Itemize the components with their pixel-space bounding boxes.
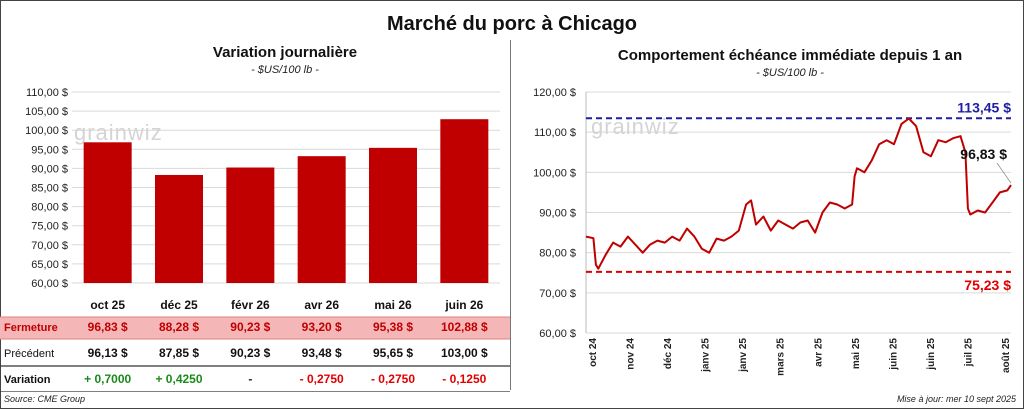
table-cell: 103,00 $ [441, 346, 488, 360]
y-tick-label: 70,00 $ [539, 288, 576, 300]
left-panel-title: Variation journalière [212, 44, 358, 61]
y-tick-label: 75,00 $ [31, 221, 68, 233]
x-tick-label: juil 25 [963, 338, 974, 368]
last-value-label: 96,83 $ [960, 146, 1007, 162]
x-tick-label: juin 25 [888, 338, 899, 371]
price-line [585, 117, 1012, 270]
y-tick-label: 65,00 $ [31, 259, 68, 271]
x-tick-label: oct 24 [588, 338, 599, 367]
table-cell: - 0,1250 [442, 372, 486, 386]
y-tick-label: 80,00 $ [539, 248, 576, 260]
x-tick-label: avr 25 [813, 338, 824, 367]
table-cell: 90,23 $ [230, 346, 270, 360]
right-panel-title: Comportement échéance immédiate depuis 1… [617, 47, 963, 64]
x-tick-label: juin 25 [926, 338, 937, 371]
x-tick-label: janv 25 [738, 338, 749, 373]
row-label: Variation [4, 374, 51, 386]
reference-label-max: 113,45 $ [957, 99, 1011, 115]
y-tick-label: 85,00 $ [31, 183, 68, 195]
table-cell: - 0,2750 [300, 372, 344, 386]
y-tick-label: 80,00 $ [31, 202, 68, 214]
x-tick-label: déc 24 [663, 338, 674, 370]
reference-label-min: 75,23 $ [964, 277, 1011, 293]
update-note: Mise à jour: mer 10 sept 2025 [896, 394, 1016, 404]
table-cell: + 0,4250 [155, 372, 202, 386]
table-cell: 93,20 $ [302, 320, 342, 334]
y-tick-label: 90,00 $ [31, 163, 68, 175]
watermark: grainwiz [591, 114, 680, 139]
x-tick-label: juin 26 [444, 298, 483, 312]
line-chart: 60,00 $ 70,00 $ 80,00 $ 90,00 $ 100,00 $ 110,… [533, 87, 1012, 376]
bar [83, 142, 132, 283]
table-cell: - [248, 372, 252, 386]
source-note: Source: CME Group [4, 394, 86, 404]
x-tick-label: févr 26 [231, 298, 270, 312]
x-tick-label: oct 25 [90, 298, 125, 312]
table-cell: 96,13 $ [88, 346, 128, 360]
x-tick-label: août 25 [1001, 338, 1012, 373]
y-tick-label: 100,00 $ [533, 167, 576, 179]
row-highlight [0, 317, 510, 339]
x-tick-label: mars 25 [776, 338, 787, 376]
y-tick-label: 110,00 $ [534, 127, 576, 139]
y-tick-label: 110,00 $ [26, 87, 68, 99]
x-tick-label: nov 24 [626, 338, 637, 370]
x-tick-label: mai 25 [851, 338, 862, 370]
right-panel-subtitle: - $US/100 lb - [756, 67, 824, 79]
table-cell: 95,38 $ [373, 320, 413, 334]
x-tick-label: mai 26 [374, 298, 412, 312]
table-cell: 95,65 $ [373, 346, 413, 360]
last-value-leader [996, 162, 1012, 184]
table-cell: 93,48 $ [302, 346, 342, 360]
bar [155, 174, 203, 283]
y-tick-label: 90,00 $ [539, 208, 576, 220]
y-tick-label: 60,00 $ [31, 278, 68, 290]
table-cell: - 0,2750 [371, 372, 415, 386]
bar [297, 156, 346, 283]
y-tick-label: 95,00 $ [31, 144, 68, 156]
y-tick-label: 105,00 $ [25, 106, 68, 118]
bar [440, 119, 489, 284]
y-tick-label: 120,00 $ [533, 87, 576, 99]
table-cell: 90,23 $ [230, 320, 270, 334]
watermark: grainwiz [74, 120, 163, 145]
y-tick-label: 70,00 $ [31, 240, 68, 252]
table-cell: 102,88 $ [441, 320, 488, 334]
x-tick-label: janv 25 [701, 338, 712, 373]
y-tick-label: 60,00 $ [539, 328, 576, 340]
bar-chart: 60,00 $ 65,00 $ 70,00 $ 75,00 $ 80,00 $ 85,00… [0, 87, 510, 392]
table-cell: 87,85 $ [159, 346, 199, 360]
main-title: Marché du porc à Chicago [386, 13, 638, 35]
table-cell: + 0,7000 [84, 372, 131, 386]
x-tick-label: avr 26 [304, 298, 339, 312]
bar [369, 147, 417, 283]
y-tick-label: 100,00 $ [25, 125, 68, 137]
row-label: Fermeture [4, 322, 58, 334]
table-cell: 96,83 $ [88, 320, 128, 334]
left-panel-subtitle: - $US/100 lb - [251, 64, 319, 76]
table-cell: 88,28 $ [159, 320, 199, 334]
panel-divider [510, 40, 511, 390]
bar [226, 167, 275, 283]
row-label: Précédent [4, 348, 54, 360]
x-tick-label: déc 25 [160, 298, 198, 312]
